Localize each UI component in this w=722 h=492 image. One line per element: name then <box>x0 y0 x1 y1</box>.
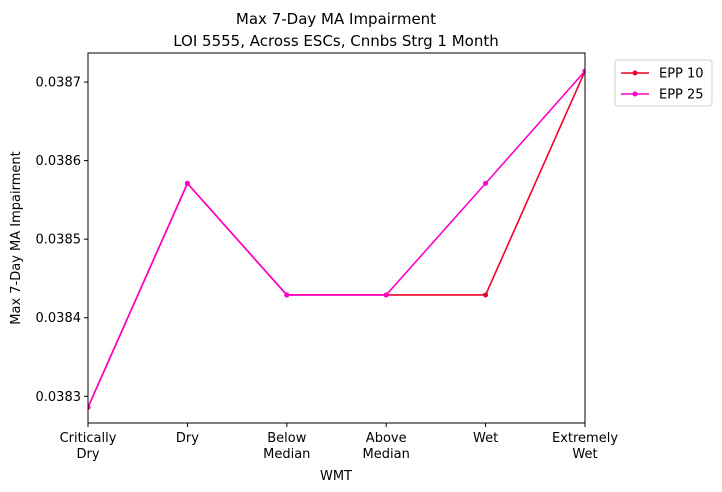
x-tick-label-line: Median <box>363 447 410 462</box>
x-tick-label-line: Median <box>263 447 310 462</box>
series-2-point <box>88 404 91 410</box>
y-tick-label: 0.0385 <box>36 233 82 248</box>
y-tick-label: 0.0383 <box>36 390 82 405</box>
chart-title-line-2: LOI 5555, Across ESCs, Cnnbs Strg 1 Mont… <box>173 32 499 50</box>
series-1-point <box>483 292 489 298</box>
chart-title-line-1: Max 7-Day MA Impairment <box>236 10 436 28</box>
x-tick-label-line: Wet <box>473 431 498 446</box>
plot-frame <box>87 52 586 424</box>
x-tick-label-line: Below <box>267 431 306 446</box>
series-line-2 <box>88 70 585 408</box>
legend-marker-1 <box>632 70 638 76</box>
y-axis-label: Max 7-Day MA Impairment <box>9 151 24 324</box>
x-tick-label: Extremely Wet <box>552 431 618 462</box>
series-2-point <box>184 180 190 186</box>
series-2-point <box>284 292 290 298</box>
x-tick-label: Critically Dry <box>60 431 117 462</box>
y-tick-label: 0.0384 <box>36 311 82 326</box>
plot-area <box>88 68 585 410</box>
x-tick-label: Dry <box>176 431 199 446</box>
legend: EPP 10 EPP 25 <box>614 59 713 107</box>
x-tick-label-line: Above <box>366 431 407 446</box>
chart-title: Max 7-Day MA Impairment LOI 5555, Across… <box>173 10 499 50</box>
x-tick-label-line: Dry <box>76 447 99 462</box>
x-axis-label: WMT <box>320 469 352 484</box>
x-tick-label-line: Dry <box>176 431 199 446</box>
x-tick-label: Wet <box>473 431 498 446</box>
legend-label-2: EPP 25 <box>659 88 704 103</box>
y-tick-label: 0.0387 <box>36 76 82 91</box>
legend-label-1: EPP 10 <box>659 67 704 82</box>
x-tick-label-line: Critically <box>60 431 117 446</box>
y-tick-label: 0.0386 <box>36 154 82 169</box>
series-2-point <box>483 180 489 186</box>
legend-marker-2 <box>632 91 638 97</box>
series-2-point <box>383 292 389 298</box>
x-tick-label: Below Median <box>263 431 310 462</box>
x-tick-label-line: Wet <box>572 447 597 462</box>
x-tick-label: Above Median <box>363 431 410 462</box>
series-2-point <box>582 68 585 74</box>
x-tick-label-line: Extremely <box>552 431 618 446</box>
